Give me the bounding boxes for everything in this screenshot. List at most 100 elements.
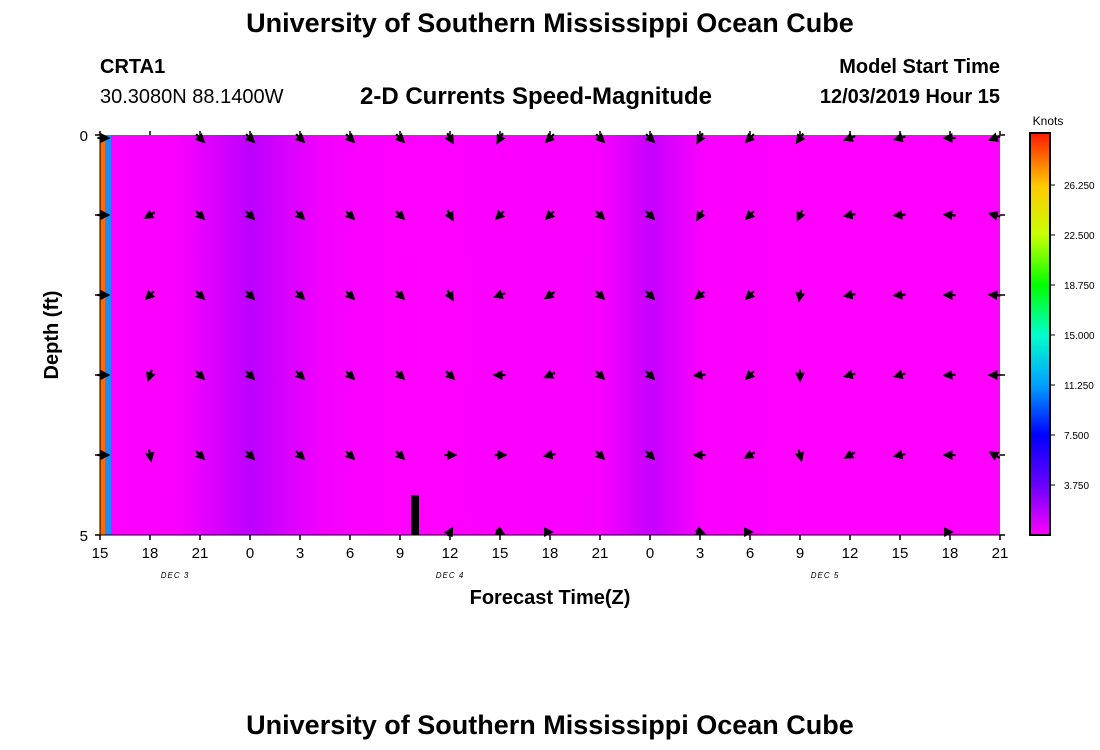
current-vector xyxy=(744,289,756,301)
model-start-time: 12/03/2019 Hour 15 xyxy=(819,86,1000,108)
current-vector xyxy=(594,289,606,301)
current-vector xyxy=(743,449,756,459)
current-vector xyxy=(143,209,156,219)
x-tick-label: 12 xyxy=(842,545,859,562)
x-tick-label: 18 xyxy=(542,545,559,562)
current-vector xyxy=(644,369,656,381)
current-vector xyxy=(942,210,956,221)
current-vector xyxy=(344,289,356,301)
x-tick-label: 3 xyxy=(696,545,704,562)
current-vector xyxy=(294,209,306,221)
current-vector xyxy=(892,209,906,220)
current-vector xyxy=(744,132,756,144)
current-vector xyxy=(594,132,606,144)
current-vector xyxy=(842,369,856,380)
current-vector xyxy=(644,132,656,144)
current-vector xyxy=(146,369,156,383)
current-vector xyxy=(744,369,756,381)
x-axis-title: Forecast Time(Z) xyxy=(470,587,631,609)
x-tick-label: 3 xyxy=(296,545,304,562)
station-id: CRTA1 xyxy=(100,56,166,78)
x-tick-label: 9 xyxy=(796,545,804,562)
current-vector xyxy=(694,289,706,300)
y-axis: 05 xyxy=(80,128,1005,545)
current-vector xyxy=(892,132,906,143)
current-vector xyxy=(942,369,956,380)
current-vector xyxy=(892,449,906,460)
current-vector xyxy=(843,449,856,459)
current-vector xyxy=(987,290,1001,301)
x-tick-label: 12 xyxy=(442,545,459,562)
day-labels: DEC 3 DEC 4 DEC 5 xyxy=(161,571,840,580)
colorbar-ticks: 26.250 22.500 18.750 15.000 11.250 7.500 3.750 xyxy=(1050,181,1095,492)
speed-field xyxy=(100,135,1000,535)
x-tick-label: 21 xyxy=(992,545,1009,562)
current-vector xyxy=(696,132,706,145)
current-vector xyxy=(892,369,906,380)
current-vector xyxy=(244,369,256,381)
x-tick-label: 0 xyxy=(246,545,254,562)
colorbar-tick-label: 11.250 xyxy=(1064,381,1094,392)
current-vector xyxy=(644,209,656,221)
speed-strip-high xyxy=(100,135,105,535)
current-vector xyxy=(344,449,356,461)
x-tick-label: 15 xyxy=(892,545,909,562)
footer-title: University of Southern Mississippi Ocean… xyxy=(246,710,854,740)
current-vector xyxy=(444,209,454,222)
current-vector xyxy=(294,369,306,381)
current-vector xyxy=(987,210,1001,221)
current-vector xyxy=(344,369,356,381)
current-vector xyxy=(692,369,706,380)
current-vector xyxy=(244,449,256,461)
current-vector xyxy=(795,289,806,303)
day-label: DEC 4 xyxy=(436,571,465,580)
current-vector xyxy=(194,289,206,301)
colorbar-tick-label: 7.500 xyxy=(1064,431,1089,442)
colorbar-unit: Knots xyxy=(1033,114,1064,128)
y-tick-label: 0 xyxy=(80,128,88,145)
colorbar: Knots 26.250 22.500 18.750 15.000 11.250 7.50… xyxy=(1029,114,1095,536)
current-vector xyxy=(344,132,356,144)
current-vector xyxy=(444,132,454,145)
current-vector xyxy=(194,132,206,144)
x-tick-label: 6 xyxy=(746,545,754,562)
current-vector xyxy=(194,209,206,221)
current-vector xyxy=(842,289,856,300)
y-axis-title: Depth (ft) xyxy=(41,291,63,380)
colorbar-tick-label: 3.750 xyxy=(1064,481,1089,492)
current-vector xyxy=(988,451,1001,461)
current-vectors xyxy=(97,132,1001,538)
current-vector xyxy=(842,132,856,142)
day-label: DEC 5 xyxy=(811,571,840,580)
colorbar-tick-label: 15.000 xyxy=(1064,331,1095,342)
speed-strip-mid xyxy=(105,135,111,535)
current-vector xyxy=(594,449,606,461)
current-vector xyxy=(394,449,406,461)
current-vector xyxy=(244,209,256,221)
current-vector xyxy=(244,289,256,301)
current-vector xyxy=(542,449,556,460)
current-vector xyxy=(492,289,506,299)
current-vector xyxy=(594,209,606,221)
current-vector xyxy=(544,132,556,144)
current-vector xyxy=(194,449,206,461)
current-vector xyxy=(344,209,356,221)
x-tick-label: 15 xyxy=(92,545,109,562)
current-vector xyxy=(394,369,406,381)
current-vector xyxy=(394,209,406,221)
current-vector xyxy=(796,209,806,222)
x-axis: 15 18 21 0 3 6 9 12 15 18 21 0 3 6 9 12 15 18 21 xyxy=(92,131,1009,562)
current-vector xyxy=(244,132,256,144)
current-vector xyxy=(594,369,606,381)
current-vector xyxy=(696,209,706,222)
current-vector xyxy=(544,209,556,221)
current-vector xyxy=(394,289,406,301)
x-tick-label: 9 xyxy=(396,545,404,562)
colorbar-tick-label: 18.750 xyxy=(1064,281,1095,292)
colorbar-tick-label: 26.250 xyxy=(1064,181,1095,192)
current-vector xyxy=(644,449,656,461)
x-tick-label: 6 xyxy=(346,545,354,562)
current-vector xyxy=(794,449,805,463)
colorbar-scale xyxy=(1029,132,1051,536)
